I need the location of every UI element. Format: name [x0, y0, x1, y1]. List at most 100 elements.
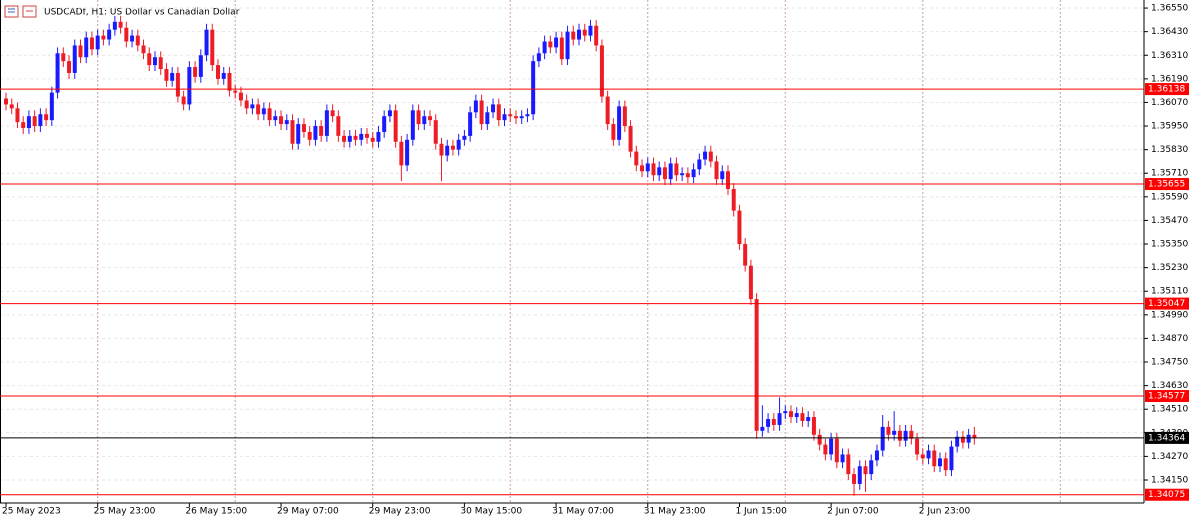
x-tick-label: 29 May 23:00: [369, 507, 431, 517]
candle-body: [943, 458, 948, 471]
candle-body: [748, 265, 753, 300]
candle-body: [107, 29, 112, 40]
candle-body: [468, 112, 473, 136]
candle-body: [926, 450, 931, 459]
candle-body: [376, 131, 381, 142]
candle-body: [38, 114, 43, 127]
candle-body: [874, 450, 879, 461]
candle-body: [164, 69, 169, 81]
x-tick-label: 25 May 2023: [2, 507, 61, 517]
y-tick-label: 1.35950: [1151, 122, 1188, 132]
candle-body: [852, 474, 857, 484]
y-tick-label: 1.35350: [1151, 240, 1188, 250]
candle-body: [800, 413, 805, 422]
candle-body: [170, 72, 175, 81]
candle-body: [21, 122, 26, 129]
candle-body: [479, 100, 484, 125]
candle-body: [158, 57, 163, 70]
candle-body: [685, 173, 690, 178]
candle-body: [15, 108, 20, 123]
candle-body: [972, 434, 977, 438]
candle-body: [496, 104, 501, 121]
candle-body: [387, 110, 392, 117]
x-tick-label: 31 May 23:00: [644, 507, 706, 517]
x-tick-label: 2 Jun 23:00: [919, 507, 971, 517]
candle-body: [433, 120, 438, 144]
candle-body: [737, 210, 742, 245]
candle-body: [794, 413, 799, 418]
candle-body: [548, 41, 553, 48]
price-level-label: 1.34364: [1148, 433, 1185, 443]
candle-body: [892, 430, 897, 435]
candle-body: [49, 92, 54, 121]
candle-body: [513, 116, 518, 119]
candle-body: [789, 411, 794, 418]
candle-body: [611, 124, 616, 140]
candle-body: [61, 53, 66, 62]
y-tick-label: 1.36310: [1151, 51, 1188, 61]
candle-body: [846, 454, 851, 475]
candle-body: [491, 104, 496, 113]
candle-body: [657, 167, 662, 176]
candle-body: [754, 299, 759, 431]
candle-body: [78, 45, 83, 58]
candle-body: [439, 143, 444, 156]
candle-body: [554, 37, 559, 48]
candle-body: [445, 145, 450, 156]
y-tick-label: 1.34270: [1151, 452, 1188, 462]
candle-body: [932, 450, 937, 467]
candle-body: [817, 434, 822, 445]
price-level-label: 1.34075: [1148, 490, 1185, 500]
candle-body: [949, 446, 954, 471]
candle-body: [9, 104, 14, 109]
candle-body: [135, 35, 140, 46]
candle-body: [72, 45, 77, 73]
candle-body: [428, 116, 433, 121]
candle-body: [187, 67, 192, 105]
candle-body: [67, 61, 72, 73]
candle-body: [416, 110, 421, 125]
y-tick-label: 1.34990: [1151, 310, 1188, 320]
candle-body: [502, 114, 507, 121]
candle-body: [674, 163, 679, 176]
candle-body: [32, 116, 37, 127]
y-tick-label: 1.35470: [1151, 216, 1188, 226]
candle-body: [668, 163, 673, 180]
candle-body: [175, 72, 180, 97]
candle-body: [766, 419, 771, 427]
candle-body: [290, 120, 295, 144]
candle-body: [55, 53, 60, 93]
price-level-box: [1145, 178, 1189, 191]
candle-body: [703, 151, 708, 160]
candle-body: [588, 25, 593, 36]
y-tick-label: 1.35830: [1151, 145, 1188, 155]
candle-body: [508, 114, 513, 117]
candle-body: [26, 116, 31, 129]
candle-body: [708, 151, 713, 162]
candle-body: [966, 434, 971, 443]
candle-body: [869, 460, 874, 475]
y-tick-label: 1.34510: [1151, 405, 1188, 415]
candle-body: [261, 108, 266, 115]
candle-body: [920, 454, 925, 459]
candle-body: [422, 116, 427, 125]
candle-body: [955, 436, 960, 447]
candle-body: [370, 137, 375, 142]
price-level-box: [1145, 390, 1189, 403]
candle-body: [731, 188, 736, 211]
candle-body: [233, 90, 238, 93]
candle-body: [462, 135, 467, 140]
candle-body: [622, 106, 627, 127]
candle-body: [244, 100, 249, 109]
candle-body: [525, 114, 530, 117]
candle-body: [937, 458, 942, 467]
y-tick-label: 1.34870: [1151, 334, 1188, 344]
y-tick-label: 1.36550: [1151, 4, 1188, 14]
candle-body: [880, 426, 885, 451]
chart-icon: [4, 5, 37, 18]
y-tick-label: 1.36430: [1151, 27, 1188, 37]
candle-body: [347, 135, 352, 142]
candle-body: [399, 141, 404, 166]
candle-body: [571, 31, 576, 40]
x-tick-label: 1 Jun 15:00: [735, 507, 787, 517]
